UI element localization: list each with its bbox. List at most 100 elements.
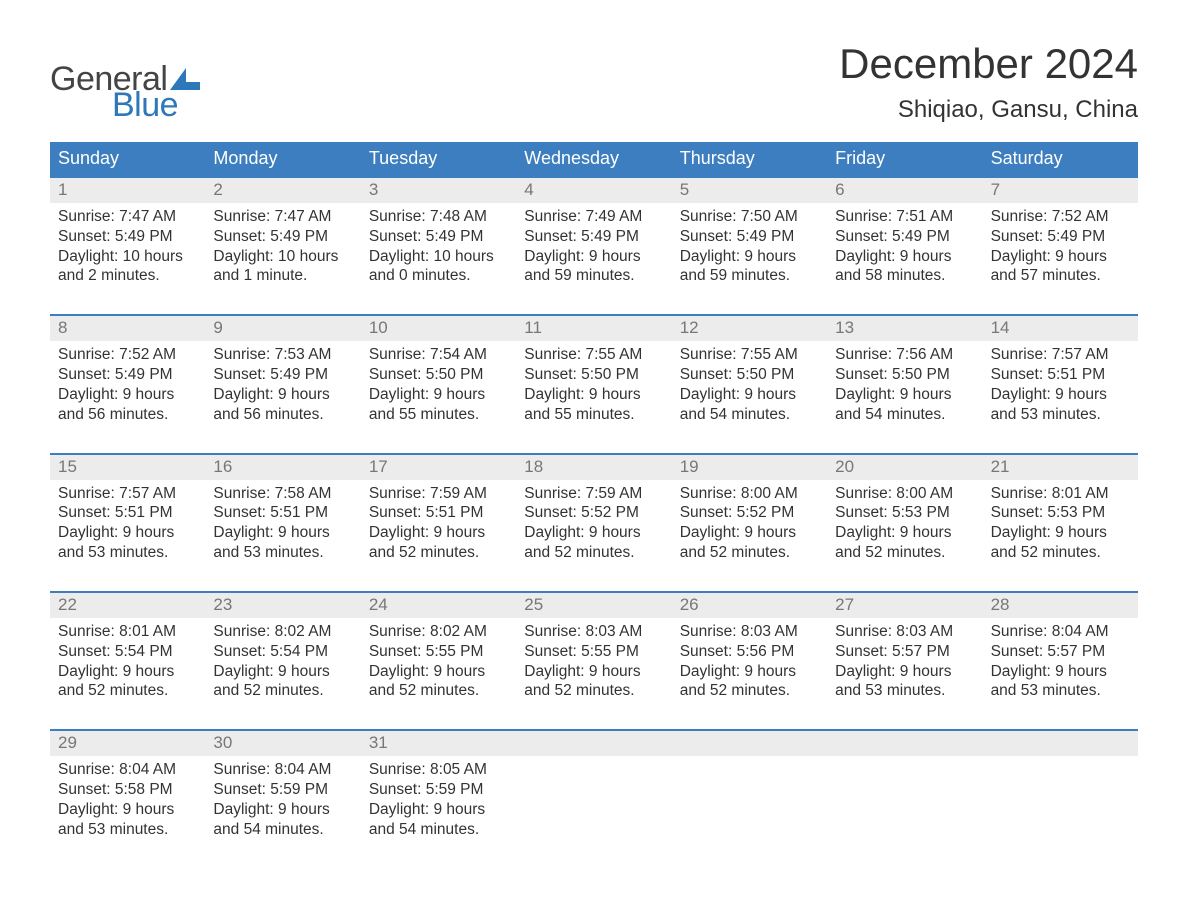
daylight-line1: Daylight: 9 hours <box>58 523 197 543</box>
daylight-line2: and 52 minutes. <box>680 681 819 701</box>
dow-cell: Saturday <box>983 142 1138 176</box>
sunset-text: Sunset: 5:49 PM <box>58 227 197 247</box>
sunset-text: Sunset: 5:55 PM <box>369 642 508 662</box>
sunrise-text: Sunrise: 7:47 AM <box>213 207 352 227</box>
sunset-text: Sunset: 5:56 PM <box>680 642 819 662</box>
sunrise-text: Sunrise: 7:51 AM <box>835 207 974 227</box>
day-number: 9 <box>205 316 360 341</box>
sunset-text: Sunset: 5:59 PM <box>213 780 352 800</box>
day-number: 29 <box>50 731 205 756</box>
sunset-text: Sunset: 5:49 PM <box>369 227 508 247</box>
daylight-line1: Daylight: 9 hours <box>991 247 1130 267</box>
sunset-text: Sunset: 5:51 PM <box>58 503 197 523</box>
day-cell: Sunrise: 8:05 AMSunset: 5:59 PMDaylight:… <box>361 756 516 839</box>
day-number: 7 <box>983 178 1138 203</box>
sunrise-text: Sunrise: 7:53 AM <box>213 345 352 365</box>
day-cell: Sunrise: 8:02 AMSunset: 5:54 PMDaylight:… <box>205 618 360 701</box>
sunset-text: Sunset: 5:53 PM <box>991 503 1130 523</box>
daylight-line1: Daylight: 9 hours <box>213 523 352 543</box>
sunset-text: Sunset: 5:50 PM <box>680 365 819 385</box>
sunrise-text: Sunrise: 8:00 AM <box>835 484 974 504</box>
daylight-line1: Daylight: 9 hours <box>680 662 819 682</box>
daylight-line2: and 53 minutes. <box>213 543 352 563</box>
daynum-strip: 891011121314 <box>50 316 1138 341</box>
sunrise-text: Sunrise: 8:02 AM <box>213 622 352 642</box>
day-number: 6 <box>827 178 982 203</box>
daylight-line1: Daylight: 9 hours <box>835 247 974 267</box>
daylight-line2: and 54 minutes. <box>680 405 819 425</box>
day-cell: Sunrise: 7:55 AMSunset: 5:50 PMDaylight:… <box>516 341 671 424</box>
day-cell: Sunrise: 7:56 AMSunset: 5:50 PMDaylight:… <box>827 341 982 424</box>
daylight-line1: Daylight: 9 hours <box>524 523 663 543</box>
dow-cell: Tuesday <box>361 142 516 176</box>
sunrise-text: Sunrise: 8:03 AM <box>680 622 819 642</box>
day-cell: Sunrise: 7:58 AMSunset: 5:51 PMDaylight:… <box>205 480 360 563</box>
dow-cell: Sunday <box>50 142 205 176</box>
day-number: 17 <box>361 455 516 480</box>
daylight-line2: and 57 minutes. <box>991 266 1130 286</box>
weeks-container: 1234567Sunrise: 7:47 AMSunset: 5:49 PMDa… <box>50 176 1138 840</box>
sunset-text: Sunset: 5:49 PM <box>213 365 352 385</box>
sunset-text: Sunset: 5:49 PM <box>58 365 197 385</box>
sunrise-text: Sunrise: 7:55 AM <box>680 345 819 365</box>
sunrise-text: Sunrise: 7:59 AM <box>524 484 663 504</box>
day-number: 1 <box>50 178 205 203</box>
sunset-text: Sunset: 5:58 PM <box>58 780 197 800</box>
day-cell: Sunrise: 7:49 AMSunset: 5:49 PMDaylight:… <box>516 203 671 286</box>
sunset-text: Sunset: 5:49 PM <box>524 227 663 247</box>
day-number: 21 <box>983 455 1138 480</box>
daylight-line1: Daylight: 9 hours <box>524 662 663 682</box>
calendar-grid: SundayMondayTuesdayWednesdayThursdayFrid… <box>50 142 1138 840</box>
daylight-line2: and 52 minutes. <box>680 543 819 563</box>
day-cell: Sunrise: 8:00 AMSunset: 5:53 PMDaylight:… <box>827 480 982 563</box>
day-number: 27 <box>827 593 982 618</box>
logo-word-blue: Blue <box>112 88 200 122</box>
daylight-line1: Daylight: 9 hours <box>680 247 819 267</box>
daylight-line2: and 54 minutes. <box>369 820 508 840</box>
day-cell: Sunrise: 7:48 AMSunset: 5:49 PMDaylight:… <box>361 203 516 286</box>
day-number: 5 <box>672 178 827 203</box>
daylight-line2: and 52 minutes. <box>213 681 352 701</box>
daylight-line1: Daylight: 9 hours <box>369 800 508 820</box>
daylight-line1: Daylight: 9 hours <box>835 662 974 682</box>
day-number: 20 <box>827 455 982 480</box>
daylight-line2: and 55 minutes. <box>369 405 508 425</box>
day-cell: Sunrise: 7:57 AMSunset: 5:51 PMDaylight:… <box>50 480 205 563</box>
daylight-line1: Daylight: 9 hours <box>680 523 819 543</box>
sunrise-text: Sunrise: 7:52 AM <box>58 345 197 365</box>
sunrise-text: Sunrise: 7:57 AM <box>991 345 1130 365</box>
day-cell: Sunrise: 8:03 AMSunset: 5:56 PMDaylight:… <box>672 618 827 701</box>
daylight-line1: Daylight: 9 hours <box>991 385 1130 405</box>
day-cell <box>827 756 982 839</box>
day-cell: Sunrise: 7:47 AMSunset: 5:49 PMDaylight:… <box>205 203 360 286</box>
daynum-strip: 1234567 <box>50 178 1138 203</box>
daylight-line2: and 52 minutes. <box>524 681 663 701</box>
sunset-text: Sunset: 5:51 PM <box>213 503 352 523</box>
sunrise-text: Sunrise: 8:05 AM <box>369 760 508 780</box>
sunrise-text: Sunrise: 8:00 AM <box>680 484 819 504</box>
sunset-text: Sunset: 5:57 PM <box>835 642 974 662</box>
location-label: Shiqiao, Gansu, China <box>839 96 1138 124</box>
brand-logo: General Blue <box>50 62 200 122</box>
day-cell: Sunrise: 7:57 AMSunset: 5:51 PMDaylight:… <box>983 341 1138 424</box>
day-cell <box>516 756 671 839</box>
day-cell: Sunrise: 8:02 AMSunset: 5:55 PMDaylight:… <box>361 618 516 701</box>
day-number <box>983 731 1138 756</box>
sunset-text: Sunset: 5:50 PM <box>369 365 508 385</box>
daylight-line2: and 58 minutes. <box>835 266 974 286</box>
week-row: 15161718192021Sunrise: 7:57 AMSunset: 5:… <box>50 453 1138 563</box>
daylight-line2: and 54 minutes. <box>835 405 974 425</box>
day-cell: Sunrise: 7:54 AMSunset: 5:50 PMDaylight:… <box>361 341 516 424</box>
day-cell: Sunrise: 7:55 AMSunset: 5:50 PMDaylight:… <box>672 341 827 424</box>
sunrise-text: Sunrise: 8:04 AM <box>213 760 352 780</box>
day-cell: Sunrise: 7:47 AMSunset: 5:49 PMDaylight:… <box>50 203 205 286</box>
daylight-line2: and 1 minute. <box>213 266 352 286</box>
day-cell: Sunrise: 8:03 AMSunset: 5:55 PMDaylight:… <box>516 618 671 701</box>
daylight-line2: and 0 minutes. <box>369 266 508 286</box>
daylight-line1: Daylight: 9 hours <box>524 247 663 267</box>
sunrise-text: Sunrise: 7:58 AM <box>213 484 352 504</box>
daynum-strip: 293031 <box>50 731 1138 756</box>
sunset-text: Sunset: 5:55 PM <box>524 642 663 662</box>
day-cell: Sunrise: 7:59 AMSunset: 5:52 PMDaylight:… <box>516 480 671 563</box>
week-row: 22232425262728Sunrise: 8:01 AMSunset: 5:… <box>50 591 1138 701</box>
